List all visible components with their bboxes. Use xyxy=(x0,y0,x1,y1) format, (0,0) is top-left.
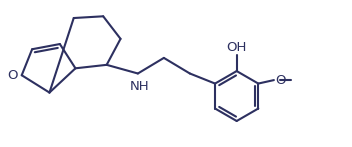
Text: O: O xyxy=(275,74,286,87)
Text: O: O xyxy=(7,69,18,82)
Text: NH: NH xyxy=(130,80,149,93)
Text: OH: OH xyxy=(226,41,247,54)
